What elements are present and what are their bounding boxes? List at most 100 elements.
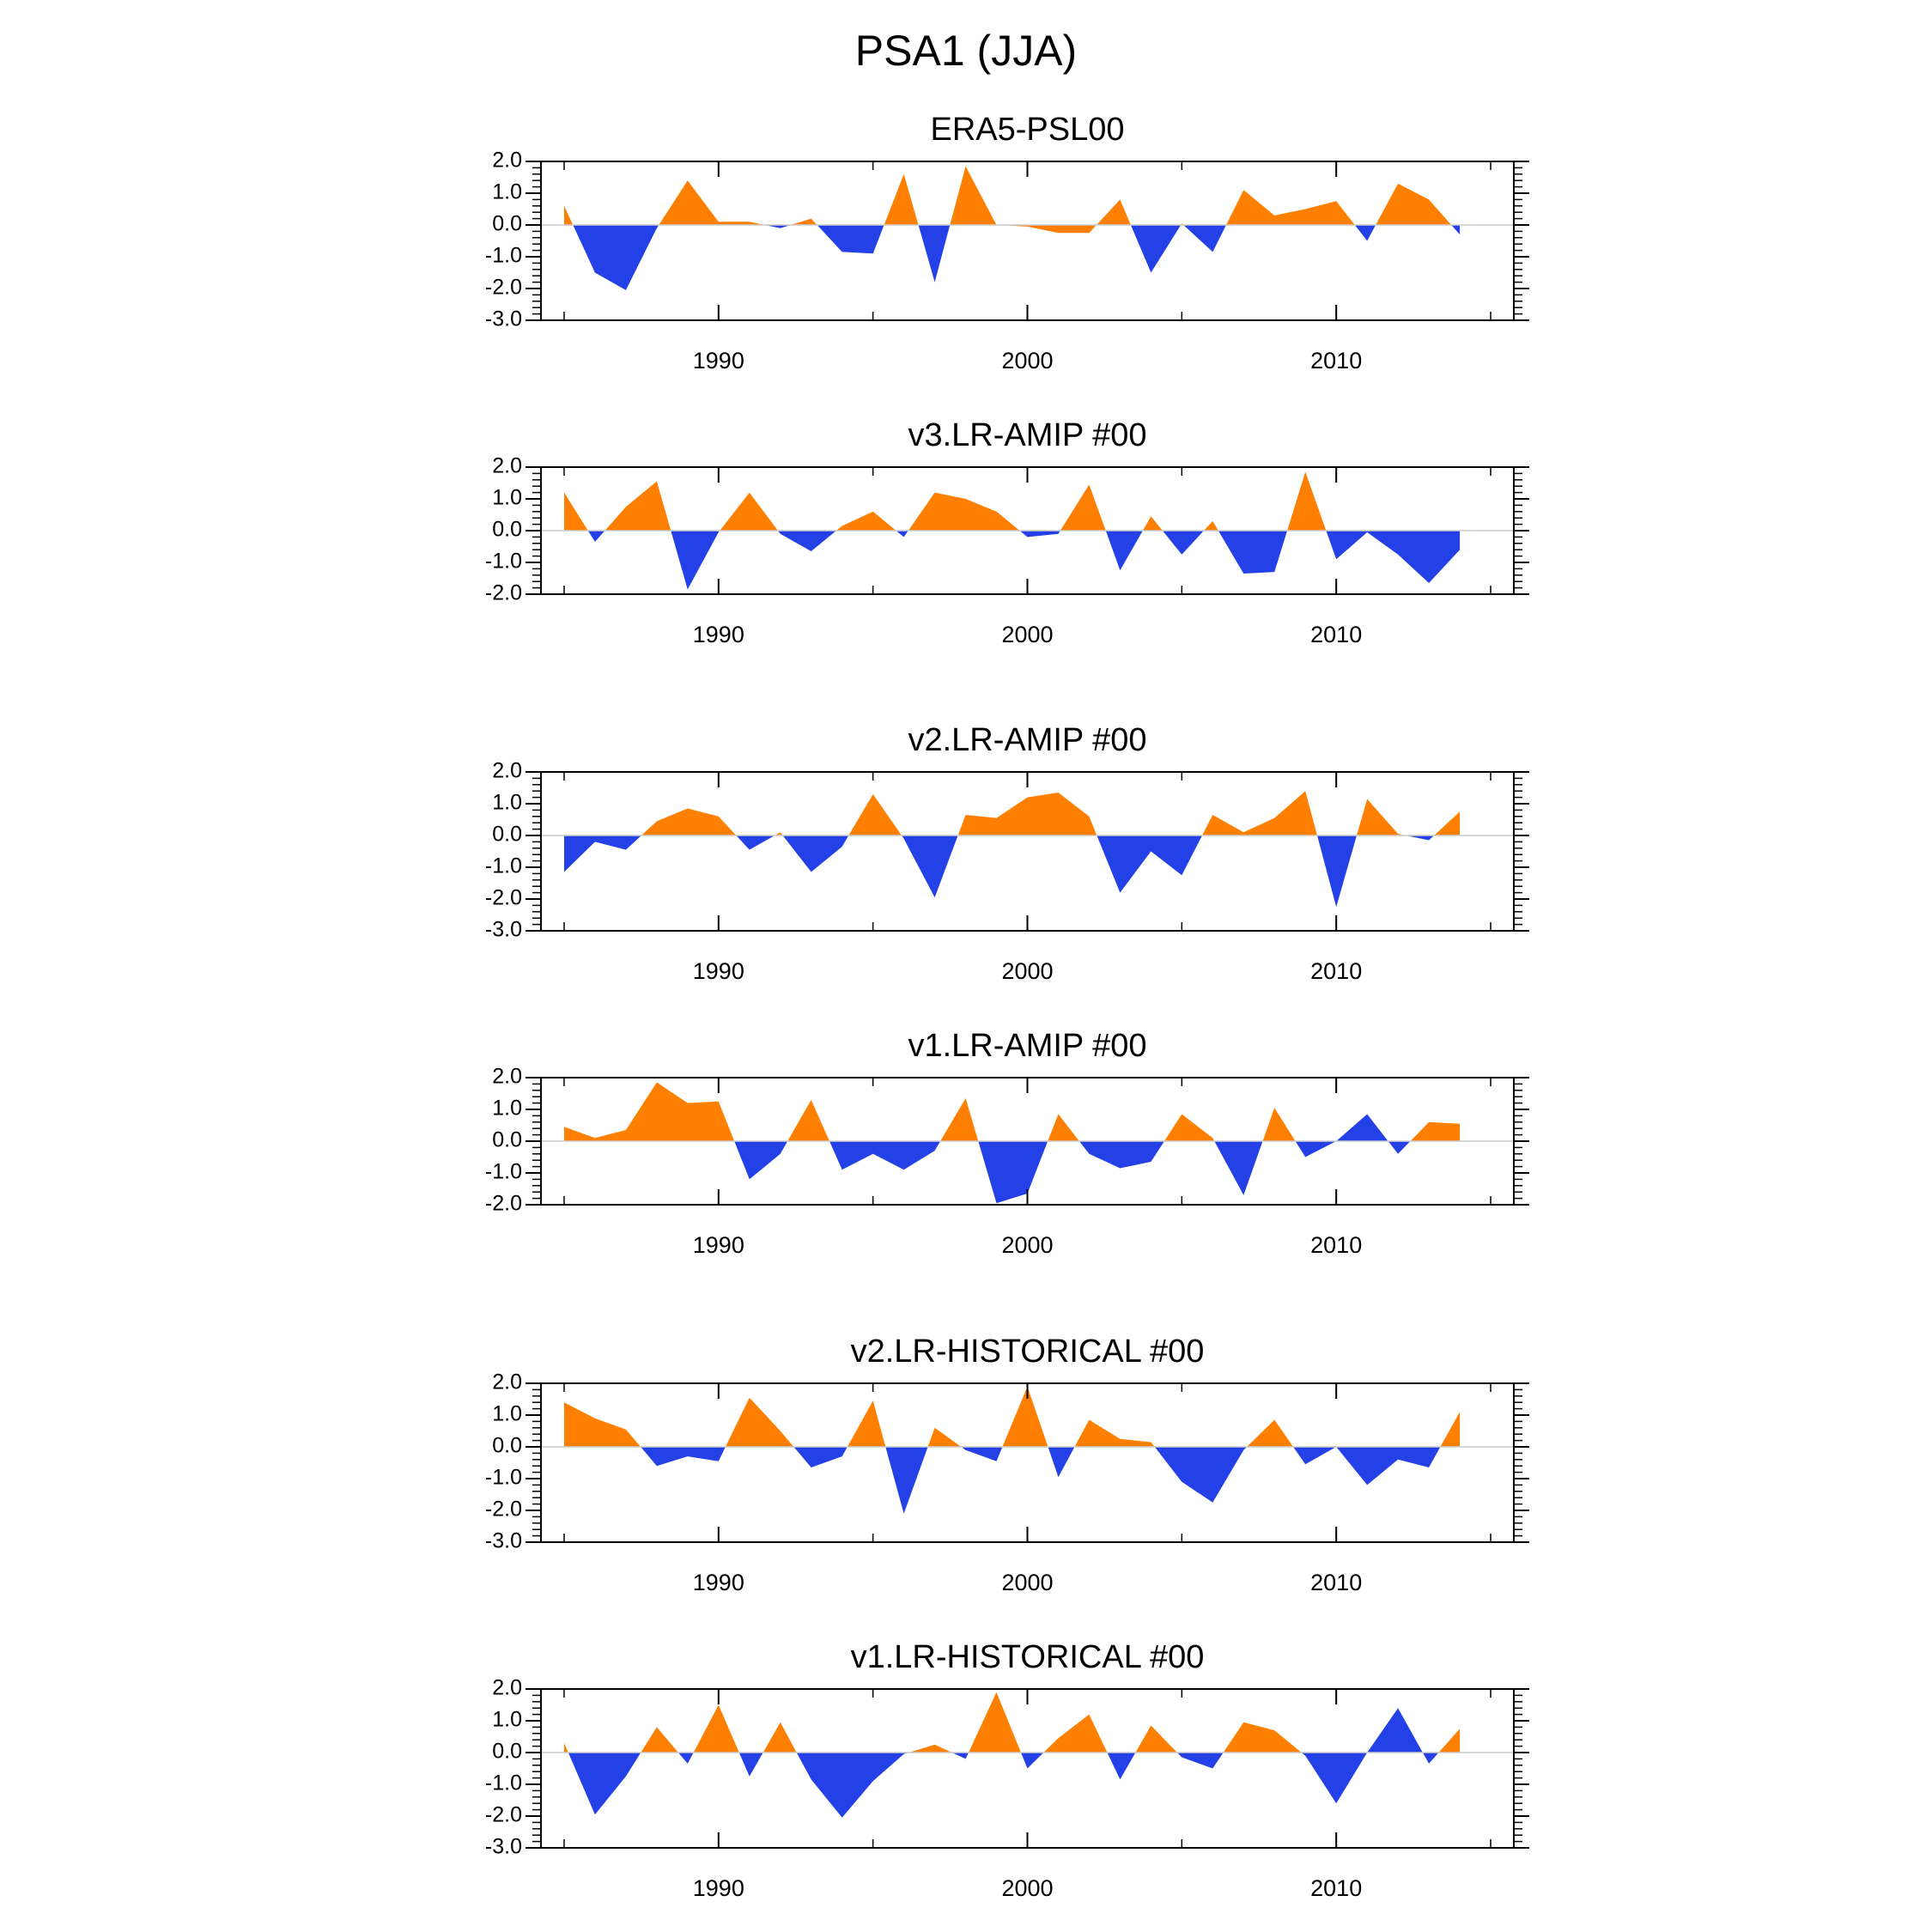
ytick-label: 1.0 bbox=[492, 1708, 522, 1732]
positive-anomaly-area bbox=[659, 180, 765, 225]
positive-anomaly-area bbox=[1223, 1722, 1302, 1753]
xtick-label: 1990 bbox=[693, 1232, 744, 1258]
negative-anomaly-area bbox=[961, 1447, 1003, 1461]
positive-anomaly-area bbox=[1097, 199, 1131, 225]
ytick-label: 2.0 bbox=[492, 1370, 522, 1394]
negative-anomaly-area bbox=[1388, 1141, 1411, 1154]
positive-anomaly-area bbox=[1074, 1419, 1155, 1447]
negative-anomaly-area bbox=[1130, 225, 1182, 273]
xtick-label: 2010 bbox=[1310, 958, 1362, 984]
chart-panel: v3.LR-AMIP #00 2.0 1.0 0.0 -1.0 -2.0 1990 2000 2… bbox=[485, 417, 1529, 647]
positive-anomaly-area bbox=[1434, 811, 1461, 835]
ytick-label: 0.0 bbox=[492, 1434, 522, 1458]
panel-title: v1.LR-HISTORICAL #00 bbox=[851, 1639, 1205, 1675]
positive-anomaly-area bbox=[564, 1402, 641, 1447]
positive-anomaly-area bbox=[1002, 1386, 1048, 1447]
xtick-label: 2000 bbox=[1001, 1570, 1053, 1595]
positive-anomaly-area bbox=[1202, 791, 1317, 835]
positive-anomaly-area bbox=[1142, 516, 1163, 531]
positive-anomaly-area bbox=[1440, 1412, 1461, 1447]
ytick-label: 0.0 bbox=[492, 518, 522, 542]
xtick-label: 2000 bbox=[1001, 348, 1053, 374]
positive-anomaly-area bbox=[564, 1082, 735, 1141]
negative-anomaly-area bbox=[641, 1447, 726, 1467]
negative-anomaly-area bbox=[1162, 531, 1204, 555]
xtick-label: 1990 bbox=[693, 622, 744, 647]
positive-anomaly-area bbox=[1043, 1714, 1108, 1753]
ytick-label: -3.0 bbox=[485, 1835, 522, 1859]
negative-anomaly-area bbox=[764, 225, 791, 228]
positive-anomaly-area bbox=[605, 481, 671, 531]
chart-panel: v2.LR-HISTORICAL #00 2.0 1.0 0.0 -1.0 -2.0 -3.… bbox=[485, 1334, 1529, 1595]
ytick-label: 2.0 bbox=[492, 1676, 522, 1700]
negative-anomaly-area bbox=[1326, 531, 1461, 583]
negative-anomaly-area bbox=[587, 531, 605, 542]
positive-anomaly-area bbox=[641, 808, 737, 835]
positive-anomaly-area bbox=[1287, 471, 1327, 531]
positive-anomaly-area bbox=[1376, 183, 1452, 225]
positive-anomaly-area bbox=[1247, 1419, 1294, 1447]
negative-anomaly-area bbox=[1048, 1447, 1075, 1478]
xtick-label: 1990 bbox=[693, 1570, 744, 1595]
negative-anomaly-area bbox=[573, 225, 659, 290]
ytick-label: -3.0 bbox=[485, 918, 522, 942]
ytick-label: 2.0 bbox=[492, 1065, 522, 1089]
positive-anomaly-area bbox=[720, 492, 778, 531]
positive-anomaly-area bbox=[847, 1400, 886, 1447]
positive-anomaly-area bbox=[908, 492, 1020, 531]
positive-anomaly-area bbox=[969, 1692, 1021, 1753]
positive-anomaly-area bbox=[908, 1744, 952, 1753]
positive-anomaly-area bbox=[762, 1722, 797, 1753]
ytick-label: -1.0 bbox=[485, 1771, 522, 1795]
ytick-label: 0.0 bbox=[492, 212, 522, 236]
ytick-label: 2.0 bbox=[492, 149, 522, 173]
ytick-label: -2.0 bbox=[485, 886, 522, 910]
negative-anomaly-area bbox=[1317, 835, 1357, 908]
negative-anomaly-area bbox=[1293, 1447, 1441, 1485]
negative-anomaly-area bbox=[1021, 1753, 1044, 1769]
negative-anomaly-area bbox=[1078, 1141, 1164, 1169]
xtick-label: 2000 bbox=[1001, 622, 1053, 647]
negative-anomaly-area bbox=[793, 1447, 848, 1467]
xtick-label: 2010 bbox=[1310, 348, 1362, 374]
negative-anomaly-area bbox=[1354, 225, 1376, 241]
positive-anomaly-area bbox=[775, 832, 783, 835]
panel-title: v3.LR-AMIP #00 bbox=[908, 417, 1146, 453]
negative-anomaly-area bbox=[734, 1141, 788, 1180]
negative-anomaly-area bbox=[738, 1753, 763, 1777]
ytick-label: 1.0 bbox=[492, 791, 522, 815]
negative-anomaly-area bbox=[782, 835, 849, 872]
xtick-label: 2000 bbox=[1001, 958, 1053, 984]
ytick-label: -2.0 bbox=[485, 276, 522, 300]
negative-anomaly-area bbox=[1097, 835, 1202, 893]
negative-anomaly-area bbox=[671, 531, 720, 590]
ytick-label: -1.0 bbox=[485, 244, 522, 268]
panel-title: v1.LR-AMIP #00 bbox=[908, 1028, 1146, 1064]
xtick-label: 2010 bbox=[1310, 1232, 1362, 1258]
ytick-label: 1.0 bbox=[492, 180, 522, 204]
negative-anomaly-area bbox=[1406, 835, 1435, 841]
chart-panel: v2.LR-AMIP #00 2.0 1.0 0.0 -1.0 -2.0 -3.0 1990 2… bbox=[485, 722, 1529, 984]
xtick-label: 2010 bbox=[1310, 1570, 1362, 1595]
positive-anomaly-area bbox=[835, 511, 896, 531]
plot-frame bbox=[540, 771, 1515, 932]
positive-anomaly-area bbox=[927, 1427, 962, 1447]
ytick-label: -1.0 bbox=[485, 550, 522, 574]
negative-anomaly-area bbox=[1451, 225, 1461, 235]
negative-anomaly-area bbox=[778, 531, 836, 551]
negative-anomaly-area bbox=[796, 1753, 909, 1818]
positive-anomaly-area bbox=[1135, 1725, 1177, 1753]
ytick-label: 2.0 bbox=[492, 454, 522, 478]
negative-anomaly-area bbox=[817, 225, 884, 254]
positive-anomaly-area bbox=[1060, 484, 1106, 531]
negative-anomaly-area bbox=[1107, 1753, 1136, 1780]
positive-anomaly-area bbox=[790, 218, 817, 225]
positive-anomaly-area bbox=[787, 1099, 829, 1141]
ytick-label: 0.0 bbox=[492, 1740, 522, 1764]
positive-anomaly-area bbox=[1438, 1728, 1461, 1753]
negative-anomaly-area bbox=[1176, 1753, 1224, 1769]
positive-anomaly-area bbox=[1410, 1121, 1461, 1141]
chart-panel: v1.LR-HISTORICAL #00 2.0 1.0 0.0 -1.0 -2.0 -3.… bbox=[485, 1639, 1529, 1901]
negative-anomaly-area bbox=[829, 1141, 941, 1170]
positive-anomaly-area bbox=[725, 1397, 794, 1447]
